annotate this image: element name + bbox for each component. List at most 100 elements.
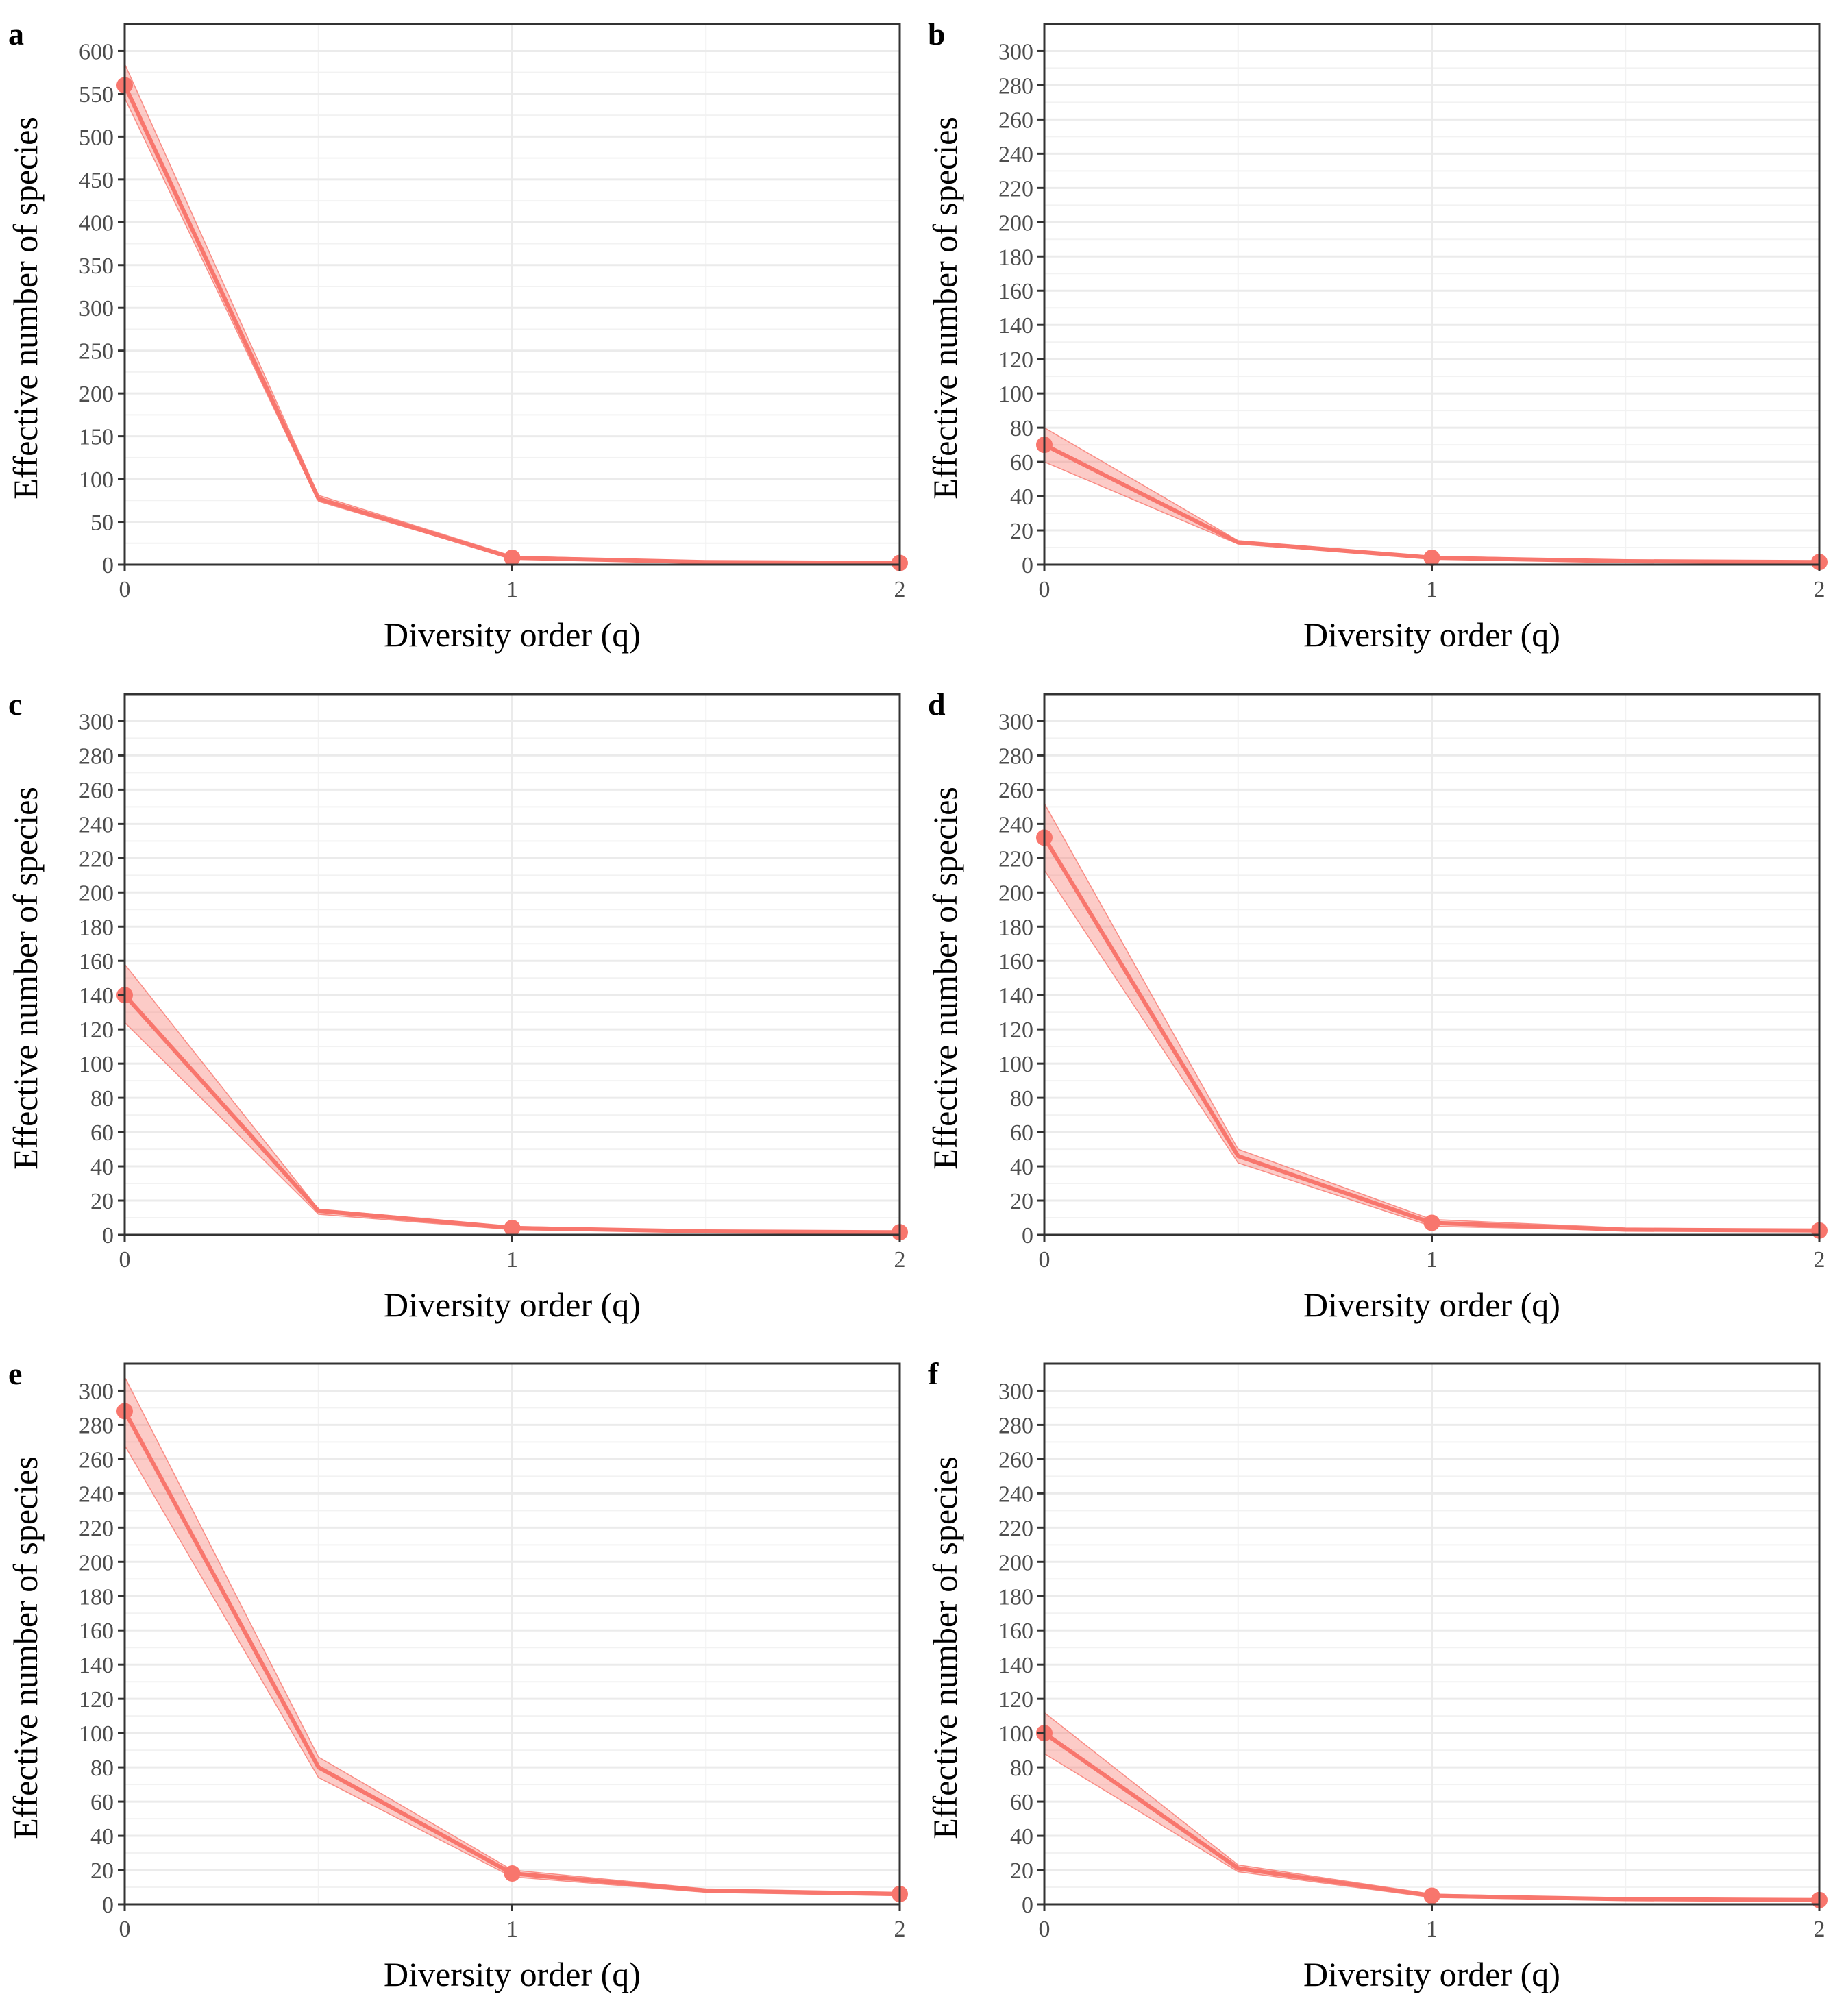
y-tick-label: 100 [79, 1052, 114, 1077]
x-tick-label: 1 [1426, 1247, 1438, 1273]
panel-f: 0204060801001201401601802002202402602803… [926, 1356, 1828, 1993]
y-tick-label: 220 [79, 1516, 114, 1541]
y-tick-label: 80 [90, 1086, 114, 1111]
y-tick-label: 180 [998, 1584, 1033, 1610]
y-tick-label: 180 [79, 1584, 114, 1610]
data-point [504, 1865, 521, 1882]
y-tick-label: 60 [90, 1790, 114, 1815]
x-tick-label: 2 [1814, 1917, 1825, 1942]
y-tick-label: 160 [998, 1619, 1033, 1644]
y-tick-label: 40 [1010, 1155, 1033, 1180]
y-tick-label: 200 [79, 382, 114, 407]
y-tick-label: 500 [79, 125, 114, 150]
y-tick-label: 180 [998, 915, 1033, 940]
panel-label: a [8, 16, 24, 51]
y-tick-label: 120 [998, 1687, 1033, 1712]
y-tick-label: 40 [1010, 484, 1033, 510]
panel-b: 0204060801001201401601802002202402602803… [926, 16, 1828, 654]
y-tick-label: 150 [79, 425, 114, 450]
panel-a: 0 50 100 150 200 250 300 350 400 450 500 550 600 0 1 2 D… [6, 16, 908, 654]
data-point [1423, 1214, 1440, 1231]
y-tick-label: 300 [79, 296, 114, 321]
y-tick-label: 200 [998, 1550, 1033, 1575]
x-tick-label: 0 [1039, 1917, 1050, 1942]
y-tick-label: 280 [998, 73, 1033, 99]
x-tick-label: 0 [119, 1917, 131, 1942]
y-tick-label: 140 [79, 1653, 114, 1678]
x-axis-title: Diversity order (q) [1303, 615, 1560, 654]
y-tick-label: 220 [998, 1516, 1033, 1541]
y-tick-label: 240 [79, 1482, 114, 1507]
y-tick-label: 260 [998, 1447, 1033, 1473]
panel-label: b [928, 16, 946, 51]
y-tick-label: 280 [998, 743, 1033, 769]
y-tick-label: 120 [998, 347, 1033, 373]
x-axis-title: Diversity order (q) [384, 615, 641, 654]
data-point [504, 1220, 521, 1237]
x-tick-label: 2 [894, 577, 906, 602]
panel-e: 0204060801001201401601802002202402602803… [6, 1356, 908, 1993]
y-tick-label: 300 [998, 709, 1033, 735]
y-tick-label: 60 [90, 1120, 114, 1146]
y-tick-label: 160 [998, 279, 1033, 304]
y-tick-label: 120 [79, 1018, 114, 1043]
y-tick-label: 180 [998, 245, 1033, 270]
y-tick-label: 80 [90, 1756, 114, 1781]
y-tick-label: 20 [90, 1189, 114, 1214]
x-tick-label: 2 [1814, 577, 1825, 602]
y-tick-label: 100 [998, 382, 1033, 407]
y-tick-label: 240 [79, 812, 114, 837]
y-tick-label: 0 [102, 1223, 114, 1249]
y-tick-label: 400 [79, 210, 114, 236]
panel-d: 0204060801001201401601802002202402602803… [926, 687, 1828, 1324]
data-point [1423, 1887, 1440, 1904]
panel-label: f [928, 1356, 939, 1391]
y-tick-label: 0 [1022, 553, 1033, 578]
y-tick-label: 40 [90, 1824, 114, 1849]
x-axis-title: Diversity order (q) [1303, 1955, 1560, 1993]
y-tick-label: 220 [998, 846, 1033, 872]
y-tick-label: 20 [1010, 519, 1033, 544]
y-tick-label: 140 [998, 983, 1033, 1009]
y-tick-label: 20 [90, 1858, 114, 1884]
y-tick-label: 0 [1022, 1893, 1033, 1918]
y-tick-label: 550 [79, 82, 114, 108]
x-tick-label: 0 [119, 577, 131, 602]
y-tick-label: 100 [998, 1052, 1033, 1077]
y-tick-label: 180 [79, 915, 114, 940]
y-tick-label: 0 [102, 553, 114, 578]
y-tick-label: 300 [79, 709, 114, 735]
y-tick-label: 120 [79, 1687, 114, 1712]
y-tick-label: 80 [1010, 416, 1033, 441]
y-axis-title: Effective number of species [926, 787, 964, 1170]
y-tick-label: 260 [79, 1447, 114, 1473]
y-tick-label: 40 [1010, 1824, 1033, 1849]
y-tick-label: 160 [998, 949, 1033, 974]
y-tick-label: 300 [79, 1379, 114, 1404]
y-tick-label: 240 [998, 142, 1033, 167]
x-tick-label: 1 [506, 1917, 518, 1942]
y-tick-label: 140 [998, 313, 1033, 339]
y-tick-label: 200 [79, 1550, 114, 1575]
data-point [1423, 550, 1440, 567]
y-tick-label: 0 [102, 1893, 114, 1918]
y-tick-label: 60 [1010, 450, 1033, 476]
y-tick-label: 600 [79, 39, 114, 64]
x-tick-label: 2 [1814, 1247, 1825, 1273]
y-tick-label: 250 [79, 339, 114, 365]
y-tick-label: 40 [90, 1155, 114, 1180]
x-tick-label: 1 [506, 577, 518, 602]
y-tick-label: 450 [79, 168, 114, 193]
y-axis-title: Effective number of species [6, 1456, 45, 1839]
y-axis-title: Effective number of species [926, 1456, 964, 1839]
x-tick-label: 2 [894, 1917, 906, 1942]
y-tick-label: 220 [79, 846, 114, 872]
y-axis-title: Effective number of species [6, 116, 45, 500]
y-tick-label: 80 [1010, 1086, 1033, 1111]
x-tick-label: 1 [506, 1247, 518, 1273]
x-axis-title: Diversity order (q) [384, 1955, 641, 1993]
x-axis-title: Diversity order (q) [384, 1286, 641, 1324]
y-tick-label: 140 [998, 1653, 1033, 1678]
y-tick-label: 240 [998, 812, 1033, 837]
y-tick-label: 20 [1010, 1858, 1033, 1884]
